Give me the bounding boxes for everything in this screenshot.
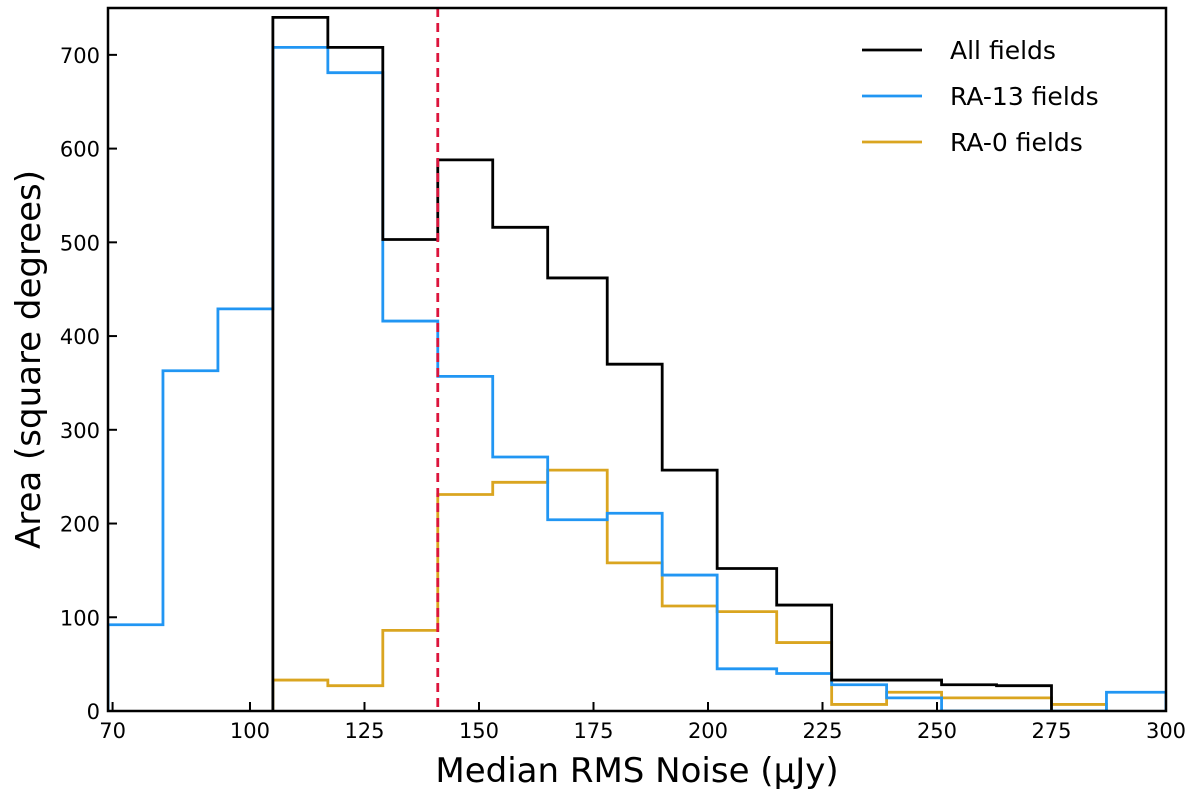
y-axis-title: Area (square degrees) <box>9 170 49 549</box>
x-tick-label: 100 <box>230 719 270 743</box>
x-tick-label: 225 <box>802 719 842 743</box>
axis-ticks: 70 100 125 150 175 200 225 250 275 300 0 100 200 300 4… <box>60 44 1186 743</box>
series-layer <box>108 15 1166 711</box>
x-tick-label: 250 <box>917 719 957 743</box>
y-tick-label: 100 <box>60 606 100 630</box>
plot-frame <box>106 6 1168 713</box>
x-tick-label: 200 <box>688 719 728 743</box>
y-tick-label: 0 <box>87 700 100 724</box>
y-tick-label: 400 <box>60 325 100 349</box>
series-ra-0-fields-step <box>271 468 1108 711</box>
legend-label: RA-13 fields <box>950 82 1099 111</box>
x-tick-label: 275 <box>1031 719 1071 743</box>
x-tick-label: 150 <box>459 719 499 743</box>
y-tick-label: 300 <box>60 419 100 443</box>
legend: All fields RA-13 fields RA-0 fields <box>862 36 1099 157</box>
legend-label: RA-0 fields <box>950 128 1083 157</box>
x-tick-label: 125 <box>344 719 384 743</box>
y-tick-label: 600 <box>60 138 100 162</box>
x-tick-label: 175 <box>573 719 613 743</box>
x-tick-label: 300 <box>1146 719 1186 743</box>
y-tick-label: 700 <box>60 44 100 68</box>
x-tick-label: 70 <box>99 719 126 743</box>
x-axis-title: Median RMS Noise (μJy) <box>435 751 838 791</box>
y-tick-label: 500 <box>60 231 100 255</box>
legend-label: All fields <box>950 36 1056 65</box>
y-tick-label: 200 <box>60 513 100 537</box>
series-all-fields-step <box>271 15 1053 711</box>
